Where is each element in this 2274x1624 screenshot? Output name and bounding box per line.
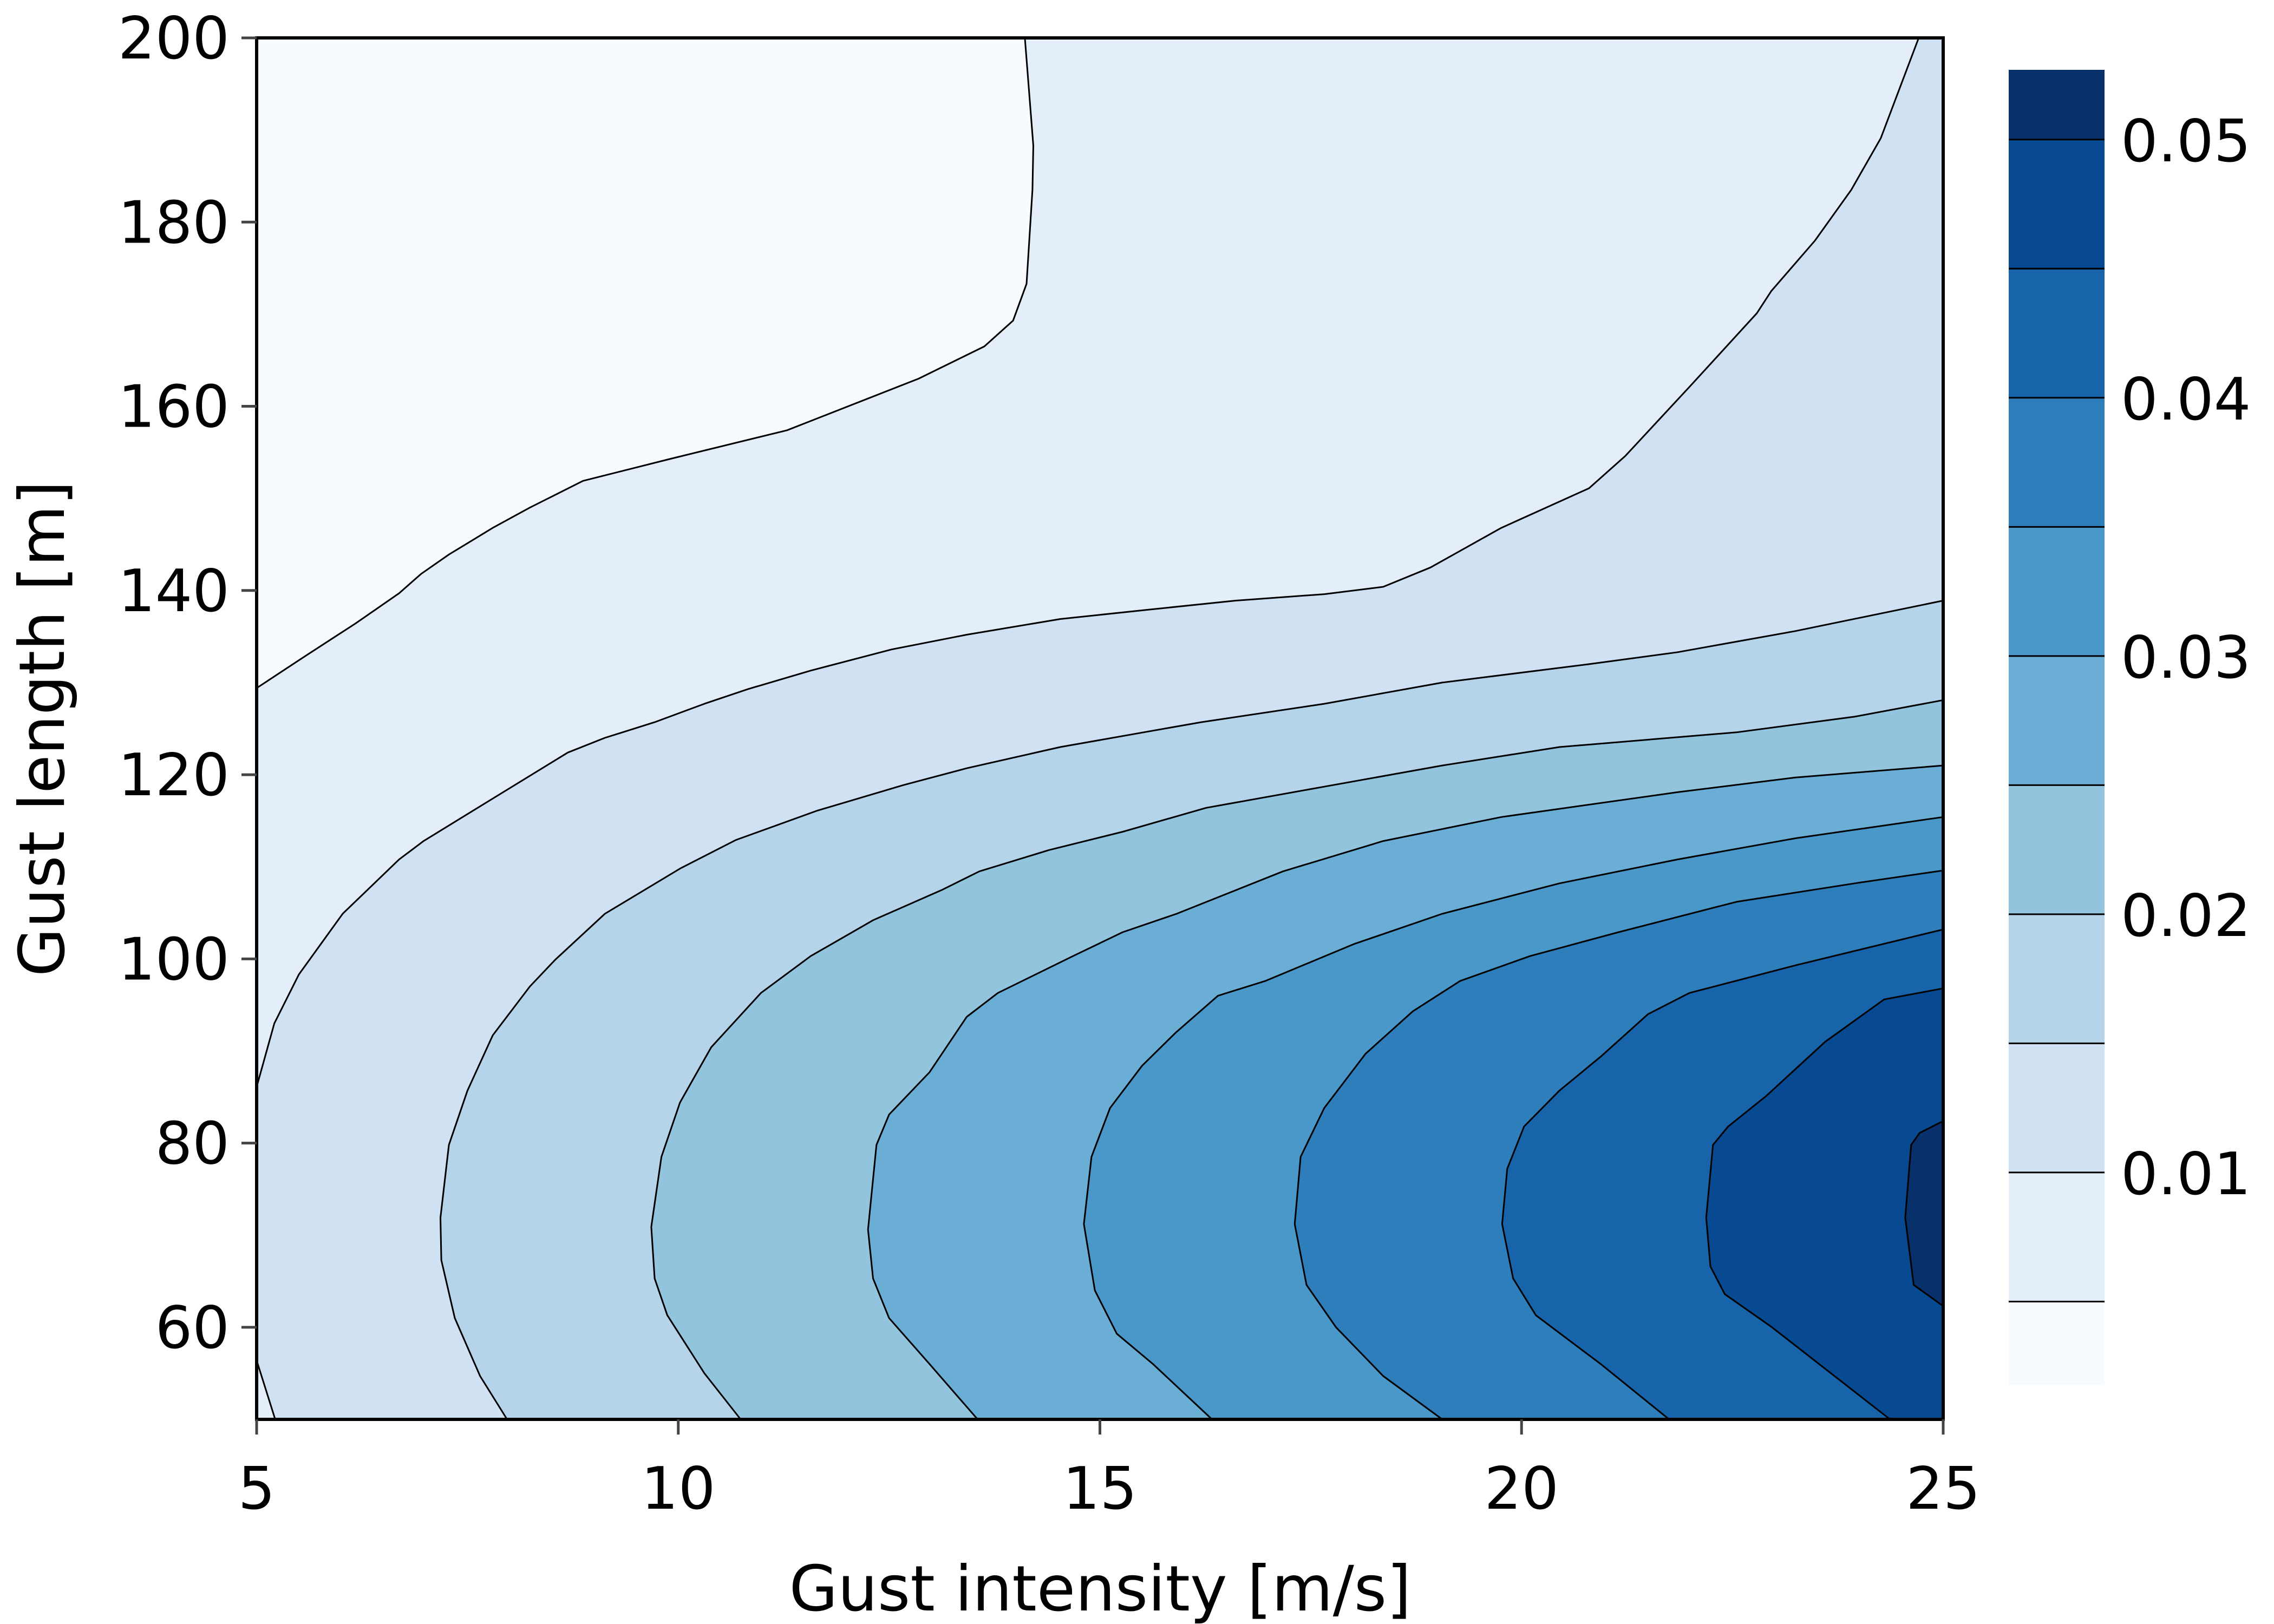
x-tick-label: 25 bbox=[1906, 1455, 1980, 1523]
contour-line-0.02 bbox=[650, 699, 1944, 1420]
colorbar-band-7 bbox=[2009, 397, 2105, 527]
contour-line-0.03 bbox=[1083, 816, 1944, 1420]
y-tick-label: 60 bbox=[155, 1294, 230, 1362]
y-tick-label: 180 bbox=[118, 189, 230, 257]
colorbar-tick-label: 0.01 bbox=[2121, 1141, 2251, 1208]
y-tick-label: 100 bbox=[118, 926, 230, 993]
colorbar-band-0 bbox=[2009, 1301, 2105, 1385]
colorbar-band-3 bbox=[2009, 914, 2105, 1044]
y-tick-label: 200 bbox=[118, 5, 230, 73]
contour-fills bbox=[257, 38, 1944, 1419]
contour-line-0.005 bbox=[256, 37, 1034, 689]
colorbar-band-2 bbox=[2009, 1043, 2105, 1173]
colorbar-tick-label: 0.05 bbox=[2121, 108, 2251, 175]
contour-line-0.025 bbox=[867, 764, 1944, 1420]
colorbar-band-10 bbox=[2009, 70, 2105, 140]
x-tick-label: 10 bbox=[641, 1455, 715, 1523]
contour-band-10 bbox=[1905, 1121, 1943, 1306]
x-axis-label: Gust intensity [m/s] bbox=[789, 1553, 1411, 1624]
contour-line-0.01 bbox=[256, 1360, 276, 1420]
colorbar-band-9 bbox=[2009, 139, 2105, 269]
colorbar-band-1 bbox=[2009, 1172, 2105, 1302]
y-tick-label: 160 bbox=[118, 374, 230, 441]
x-tick-label: 20 bbox=[1485, 1455, 1559, 1523]
colorbar-band-5 bbox=[2009, 656, 2105, 785]
colorbar-band-4 bbox=[2009, 785, 2105, 915]
x-tick-label: 5 bbox=[238, 1455, 276, 1523]
contour-band-9 bbox=[1706, 988, 1943, 1419]
y-axis-label: Gust length [m] bbox=[6, 481, 79, 977]
colorbar-tick-label: 0.04 bbox=[2121, 366, 2251, 434]
colorbar-band-6 bbox=[2009, 527, 2105, 657]
contour-line-0.015 bbox=[440, 600, 1944, 1420]
contour-line-0.04 bbox=[1501, 928, 1944, 1420]
colorbar-tick-label: 0.02 bbox=[2121, 882, 2251, 950]
x-axis-ticks: 5 10 15 20 25 bbox=[238, 1419, 1981, 1523]
x-tick-label: 15 bbox=[1063, 1455, 1137, 1523]
contour-lines bbox=[256, 37, 1944, 1420]
y-tick-label: 120 bbox=[118, 742, 230, 809]
colorbar: 0.01 0.02 0.03 0.04 0.05 bbox=[2009, 70, 2251, 1385]
y-tick-label: 80 bbox=[155, 1110, 230, 1178]
colorbar-band-8 bbox=[2009, 269, 2105, 398]
contour-line-0.035 bbox=[1293, 869, 1944, 1420]
contour-line-0.045 bbox=[1705, 987, 1944, 1420]
contour-line-0.01 bbox=[256, 37, 1920, 1088]
y-axis-ticks: 60 80 100 120 140 160 180 200 bbox=[118, 5, 257, 1362]
colorbar-tick-label: 0.03 bbox=[2121, 624, 2251, 692]
contour-line-0.05 bbox=[1904, 1120, 1944, 1307]
y-tick-label: 140 bbox=[118, 558, 230, 625]
